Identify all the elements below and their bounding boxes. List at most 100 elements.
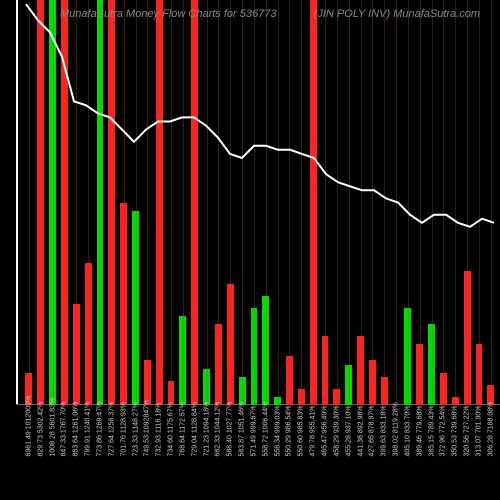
bar-slot bbox=[83, 0, 93, 405]
x-label: 727.64 1258.37% bbox=[108, 449, 115, 457]
x-label: 427.65 878.97% bbox=[369, 449, 376, 457]
bar-slot bbox=[131, 0, 141, 405]
grid-line bbox=[278, 0, 279, 405]
x-label-slot: 732.93 1116.18% bbox=[154, 405, 164, 500]
x-label: 550.29 986.54% bbox=[286, 449, 293, 457]
bar-slot bbox=[24, 0, 34, 405]
x-label: 749.53 1092847% bbox=[144, 449, 151, 457]
grid-line bbox=[136, 0, 137, 405]
grid-line bbox=[254, 0, 255, 405]
x-label-slot: 734.60 1175.67% bbox=[166, 405, 176, 500]
grid-line bbox=[207, 0, 208, 405]
bar-slot bbox=[367, 0, 377, 405]
bar-slot bbox=[119, 0, 129, 405]
bar-slot bbox=[332, 0, 342, 405]
bar-slot bbox=[439, 0, 449, 405]
bar-slot bbox=[273, 0, 283, 405]
x-label-slot: 320.56 727.22% bbox=[462, 405, 472, 500]
grid-line bbox=[432, 0, 433, 405]
x-label: 389.46 779.68% bbox=[416, 449, 423, 457]
x-label: 1008.28 5601.83% bbox=[49, 449, 56, 457]
grid-line bbox=[242, 0, 243, 405]
bar-slot bbox=[95, 0, 105, 405]
bar-slot bbox=[142, 0, 152, 405]
grid-line bbox=[183, 0, 184, 405]
x-label: 734.60 1175.67% bbox=[168, 449, 175, 457]
x-label: 571.49 999.67% bbox=[250, 449, 257, 457]
grid-line bbox=[41, 0, 42, 405]
x-label: 847.33 1767.70% bbox=[61, 449, 68, 457]
bar-slot bbox=[320, 0, 330, 405]
x-label-slot: 479.78 955.41% bbox=[308, 405, 318, 500]
x-label-slot: 389.46 779.68% bbox=[415, 405, 425, 500]
x-label-slot: 863.64 1261.06% bbox=[71, 405, 81, 500]
bar-slot bbox=[344, 0, 354, 405]
x-label: 829.73 5302.42% bbox=[37, 449, 44, 457]
grid-line bbox=[408, 0, 409, 405]
x-label: 458.29 939.30% bbox=[333, 449, 340, 457]
grid-line bbox=[29, 0, 30, 405]
x-label-slot: 829.73 5302.42% bbox=[36, 405, 46, 500]
bar-slot bbox=[166, 0, 176, 405]
x-label-slot: 768.64 1172.57% bbox=[178, 405, 188, 500]
x-label: 405.10 833.70% bbox=[404, 449, 411, 457]
grid-line bbox=[420, 0, 421, 405]
bar-slot bbox=[308, 0, 318, 405]
x-label-slot: 729.04 1128.84% bbox=[190, 405, 200, 500]
grid-line bbox=[230, 0, 231, 405]
x-label-slot: 399.63 833.18% bbox=[379, 405, 389, 500]
grid-line bbox=[159, 0, 160, 405]
x-label: 6961.49 1012009% bbox=[25, 449, 32, 457]
grid-line bbox=[384, 0, 385, 405]
x-label-slot: 465.47 956.49% bbox=[320, 405, 330, 500]
grid-line bbox=[100, 0, 101, 405]
grid-line bbox=[396, 0, 397, 405]
grid-line bbox=[218, 0, 219, 405]
x-label-slot: 385.15 789.43% bbox=[427, 405, 437, 500]
grid-line bbox=[443, 0, 444, 405]
x-label-slot: 682.33 1044.12% bbox=[214, 405, 224, 500]
grid-line bbox=[301, 0, 302, 405]
x-label-slot: 583.87 1051.46% bbox=[237, 405, 247, 500]
bar-slot bbox=[356, 0, 366, 405]
grid-line bbox=[349, 0, 350, 405]
grid-line bbox=[124, 0, 125, 405]
x-label-slot: 727.64 1258.37% bbox=[107, 405, 117, 500]
grid-line bbox=[171, 0, 172, 405]
x-label: 558.72 1006.44% bbox=[262, 449, 269, 457]
grid-line bbox=[337, 0, 338, 405]
chart-title-right: (JIN POLY INV) MunafaSutra.com bbox=[314, 8, 480, 20]
grid-line bbox=[76, 0, 77, 405]
x-label-slot: 571.49 999.67% bbox=[249, 405, 259, 500]
bar-slot bbox=[36, 0, 46, 405]
bar-slot bbox=[107, 0, 117, 405]
x-label-slot: 799.91 1240.41% bbox=[83, 405, 93, 500]
x-label: 773.86 1269.47% bbox=[96, 449, 103, 457]
x-label: 479.78 955.41% bbox=[310, 449, 317, 457]
bar-slot bbox=[474, 0, 484, 405]
x-label-slot: 550.29 986.54% bbox=[285, 405, 295, 500]
bar-slot bbox=[403, 0, 413, 405]
x-label: 588.40 1027.77% bbox=[227, 449, 234, 457]
x-label-slot: 721.23 1094.18% bbox=[202, 405, 212, 500]
x-label: 558.34 999.03% bbox=[274, 449, 281, 457]
x-label-slot: 1008.28 5601.83% bbox=[48, 405, 58, 500]
grid-line bbox=[467, 0, 468, 405]
bar-slot bbox=[237, 0, 247, 405]
x-label: 385.15 789.43% bbox=[428, 449, 435, 457]
bar-slot bbox=[190, 0, 200, 405]
x-label-slot: 427.65 878.97% bbox=[367, 405, 377, 500]
bar-slot bbox=[60, 0, 70, 405]
x-label: 682.33 1044.12% bbox=[215, 449, 222, 457]
grid-line bbox=[491, 0, 492, 405]
bar-slot bbox=[48, 0, 58, 405]
x-label: 398.02 8119.28% bbox=[393, 449, 400, 457]
x-label-slot: 405.10 833.70% bbox=[403, 405, 413, 500]
x-label-slot: 773.86 1269.47% bbox=[95, 405, 105, 500]
x-label: 799.91 1240.41% bbox=[85, 449, 92, 457]
grid-line bbox=[372, 0, 373, 405]
grid-line bbox=[147, 0, 148, 405]
bar-slot bbox=[178, 0, 188, 405]
grid-line bbox=[289, 0, 290, 405]
x-label-slot: 458.29 939.30% bbox=[332, 405, 342, 500]
